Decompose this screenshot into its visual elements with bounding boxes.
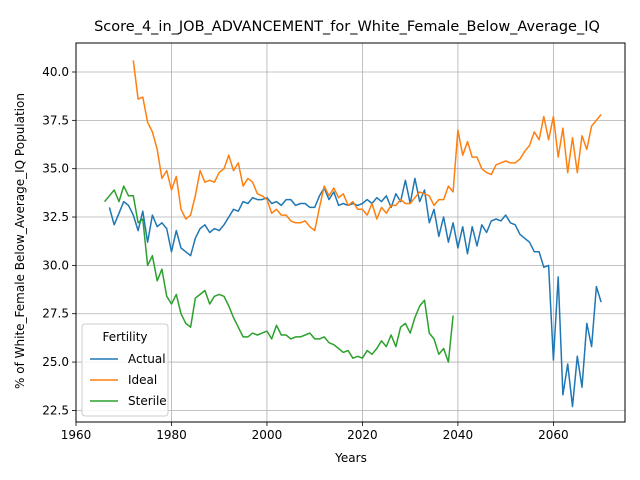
x-tick-label: 2060 xyxy=(538,428,569,442)
x-tick-label: 1960 xyxy=(61,428,92,442)
legend: Fertility Actual Ideal Sterile xyxy=(81,323,169,417)
y-tick-label: 30.0 xyxy=(42,258,69,272)
x-tick-label: 2020 xyxy=(347,428,378,442)
legend-label-ideal: Ideal xyxy=(128,373,157,387)
y-tick-label: 27.5 xyxy=(42,307,69,321)
x-tick-label: 2040 xyxy=(443,428,474,442)
legend-label-sterile: Sterile xyxy=(128,394,167,408)
x-axis: 1960 1980 2000 2020 2040 2060 xyxy=(61,422,569,442)
y-tick-label: 37.5 xyxy=(42,113,69,127)
y-axis: 22.5 25.0 27.5 30.0 32.5 35.0 37.5 40.0 xyxy=(42,65,76,417)
x-axis-label: Years xyxy=(334,451,367,465)
legend-title: Fertility xyxy=(102,330,147,344)
x-tick-label: 1980 xyxy=(156,428,187,442)
plot-frame xyxy=(75,42,626,423)
series-line-ideal xyxy=(132,60,602,232)
legend-box xyxy=(81,323,169,417)
y-tick-label: 40.0 xyxy=(42,65,69,79)
series-line-sterile xyxy=(104,185,454,363)
series-layer xyxy=(104,60,602,408)
y-tick-label: 35.0 xyxy=(42,162,69,176)
x-tick-label: 2000 xyxy=(252,428,283,442)
y-axis-label: % of White_Female Below_Average_IQ Popul… xyxy=(13,93,27,389)
legend-label-actual: Actual xyxy=(128,352,166,366)
y-tick-label: 32.5 xyxy=(42,210,69,224)
y-tick-label: 22.5 xyxy=(42,403,69,417)
y-tick-label: 25.0 xyxy=(42,355,69,369)
chart-title: Score_4_in_JOB_ADVANCEMENT_for_White_Fem… xyxy=(94,19,600,35)
